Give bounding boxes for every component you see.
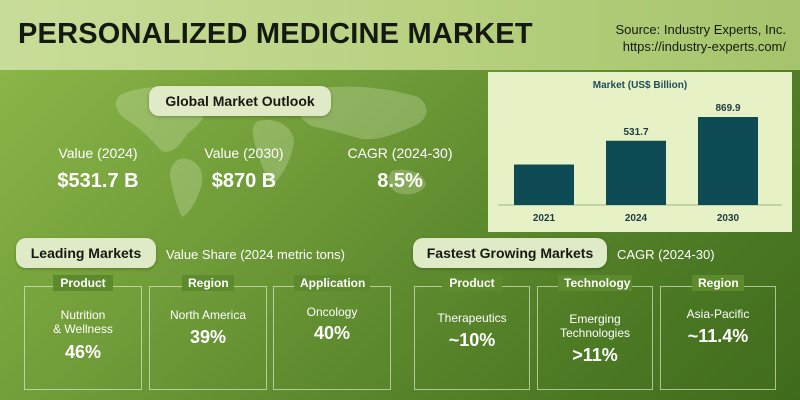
source-url[interactable]: https://industry-experts.com/ <box>622 39 786 54</box>
stat-label-value-2030: Value (2030) <box>204 145 284 161</box>
chart-tick-label-2024: 2024 <box>625 213 648 224</box>
page-title: PERSONALIZED MEDICINE MARKET <box>18 18 533 50</box>
chart-data-label-2024: 531.7 <box>623 127 648 138</box>
market-chart-panel: Market (US$ Billion) 2021 2024 531.7 2030 86… <box>488 72 792 232</box>
card-text-line: Nutrition <box>60 308 106 322</box>
card-text-line: North America <box>169 308 247 322</box>
chart-data-label-2030: 869.9 <box>715 103 740 114</box>
fastest-markets-subtitle: CAGR (2024-30) <box>617 247 715 262</box>
outlook-heading: Global Market Outlook <box>149 86 331 116</box>
card-text-line: Emerging <box>569 312 621 326</box>
card-text-line: Technologies <box>559 326 631 340</box>
chart-bar-2021 <box>514 164 574 205</box>
card-fastest-product-value: ~10% <box>448 330 496 350</box>
fastest-markets-heading: Fastest Growing Markets <box>413 238 607 268</box>
source-credit: Source: Industry Experts, Inc. https://i… <box>615 21 786 55</box>
card-fastest-product-head: Product <box>442 275 502 291</box>
card-text-line: & Wellness <box>53 322 113 336</box>
card-fastest-technology-text: Emerging Technologies <box>537 312 653 340</box>
card-text-line: Asia-Pacific <box>686 307 750 321</box>
card-leading-application-head: Application <box>294 275 370 291</box>
card-fastest-region-value: ~11.4% <box>687 326 749 346</box>
stat-value-2024: $531.7 B <box>57 170 139 192</box>
chart-tick-label-2021: 2021 <box>533 213 556 224</box>
header-banner: PERSONALIZED MEDICINE MARKET Source: Ind… <box>0 0 800 70</box>
leading-markets-subtitle: Value Share (2024 metric tons) <box>166 247 345 262</box>
card-leading-product-value: 46% <box>64 342 102 362</box>
card-leading-application-value: 40% <box>313 323 351 343</box>
card-leading-region-value: 39% <box>189 327 227 347</box>
stat-label-cagr: CAGR (2024-30) <box>347 145 453 161</box>
card-leading-product <box>24 286 142 390</box>
source-line: Source: Industry Experts, Inc. <box>615 22 786 37</box>
fastest-markets-heading-label: Fastest Growing Markets <box>426 245 594 261</box>
card-fastest-product-text: Therapeutics <box>414 311 530 325</box>
card-fastest-region-head: Region <box>692 275 744 291</box>
card-fastest-technology-head: Technology <box>558 275 632 291</box>
card-leading-region-head: Region <box>182 275 234 291</box>
market-bar-chart: 2021 2024 531.7 2030 869.9 <box>498 103 782 224</box>
card-leading-product-head: Product <box>53 275 113 291</box>
card-leading-application-text: Oncology <box>273 305 391 319</box>
chart-title: Market (US$ Billion) <box>592 80 688 91</box>
card-text-line: Therapeutics <box>437 311 507 325</box>
leading-markets-heading-label: Leading Markets <box>30 245 142 261</box>
card-leading-region-text: North America <box>149 308 267 322</box>
outlook-heading-label: Global Market Outlook <box>165 93 315 109</box>
stat-value-2030: $870 B <box>211 170 277 192</box>
stat-value-cagr: 8.5% <box>377 170 423 192</box>
leading-markets-heading: Leading Markets <box>16 238 156 268</box>
stat-label-value-2024: Value (2024) <box>58 145 138 161</box>
card-leading-product-text: Nutrition & Wellness <box>24 308 142 336</box>
card-text-line: Oncology <box>306 305 358 319</box>
chart-tick-label-2030: 2030 <box>717 213 740 224</box>
chart-bar-2030 <box>698 117 758 205</box>
chart-bar-2024 <box>606 140 666 205</box>
card-fastest-region-text: Asia-Pacific <box>660 307 776 321</box>
card-fastest-technology-value: >11% <box>572 345 618 365</box>
